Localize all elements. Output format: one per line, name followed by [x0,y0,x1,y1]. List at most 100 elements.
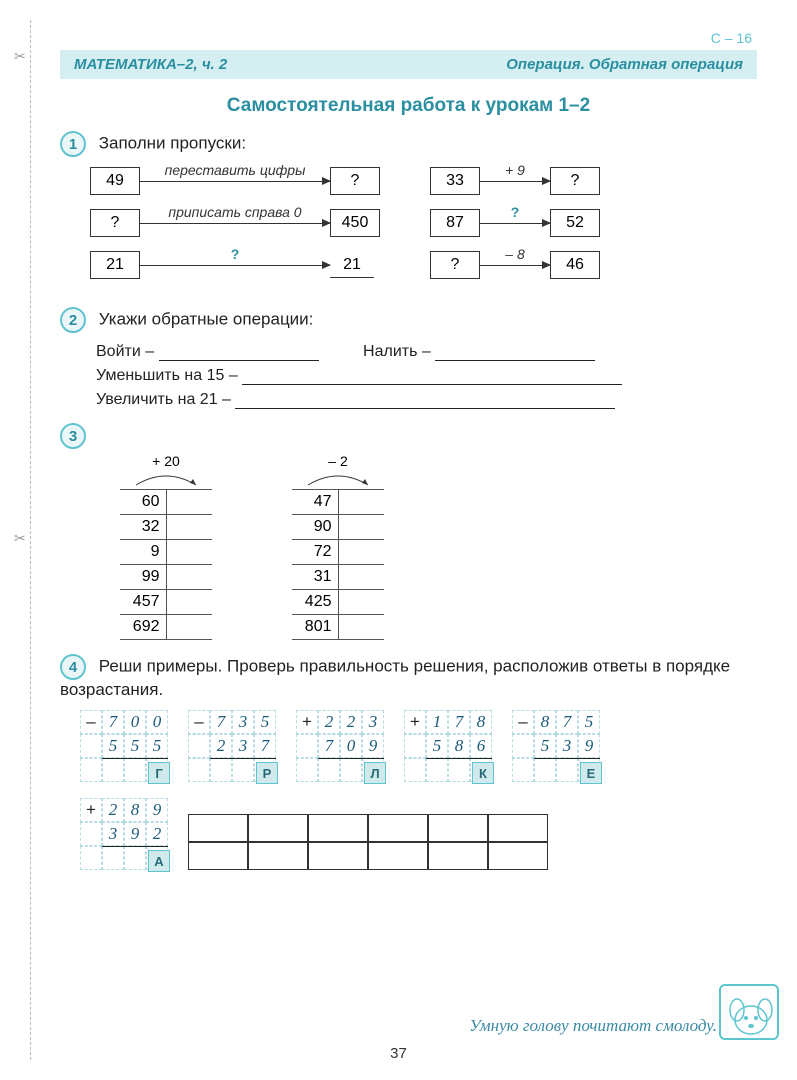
digit: 0 [146,710,168,734]
table-cell[interactable] [166,615,212,640]
value-box[interactable]: ? [90,209,140,237]
digit: 7 [102,710,124,734]
answer-cell[interactable] [448,758,470,782]
value-box[interactable]: 87 [430,209,480,237]
arrow-row: 49 переставить цифры ? [90,167,380,195]
answer-cell[interactable] [188,758,210,782]
column-problem: +289392 А [80,798,168,870]
answer-cell[interactable] [80,846,102,870]
label: Налить – [363,343,431,360]
value-box[interactable]: 46 [550,251,600,279]
blank-line[interactable] [242,369,622,385]
page-title: Самостоятельная работа к урокам 1–2 [60,95,757,117]
digit: 9 [362,734,384,758]
digit: 2 [102,798,124,822]
digit: 7 [448,710,470,734]
digit: 7 [556,710,578,734]
column-problem: +178586 К [404,710,492,782]
arrow-icon: переставить цифры [140,181,330,182]
sign: + [80,798,102,822]
table-cell[interactable] [166,515,212,540]
arrow-icon: – 8 [480,265,550,266]
digit: 6 [470,734,492,758]
table-cell[interactable] [166,565,212,590]
task-2: 2 Укажи обратные операции: Войти – Налит… [60,307,757,409]
digit: 8 [124,798,146,822]
arrow-label: – 8 [505,246,524,262]
answer-cell[interactable] [124,846,146,870]
blank-line[interactable] [235,393,615,409]
table-cell: 32 [120,515,166,540]
calc-column: – 2 47907231425801 [292,453,384,640]
blank-line[interactable] [159,345,319,361]
table-cell: 31 [292,565,338,590]
answer-cell[interactable] [80,758,102,782]
answer-grid[interactable] [188,814,548,870]
table-cell[interactable] [166,540,212,565]
task-prompt: Реши примеры. Проверь правильность решен… [60,656,730,699]
digit: 2 [210,734,232,758]
answer-cell[interactable] [512,758,534,782]
value-box[interactable]: ? [330,167,380,195]
value-box[interactable]: 21 [330,252,374,278]
value-box[interactable]: 49 [90,167,140,195]
task-number: 3 [60,423,86,449]
digit: 3 [362,710,384,734]
digit: 5 [146,734,168,758]
value-box[interactable]: ? [430,251,480,279]
value-box[interactable]: 33 [430,167,480,195]
table-cell[interactable] [338,615,384,640]
answer-cell[interactable] [318,758,340,782]
table-cell: 60 [120,490,166,515]
digit: 5 [124,734,146,758]
binding-edge [30,20,31,1060]
value-box[interactable]: ? [550,167,600,195]
blank-line[interactable] [435,345,595,361]
arrow-row: 33 + 9 ? [430,167,600,195]
arrow-row: ? приписать справа 0 450 [90,209,380,237]
sign: + [296,710,318,734]
rule-line [102,758,168,759]
digit: 9 [146,798,168,822]
table-cell[interactable] [338,565,384,590]
arrow-row: ? – 8 46 [430,251,600,279]
answer-cell[interactable] [340,758,362,782]
answer-cell[interactable] [102,758,124,782]
arrows-left: 49 переставить цифры ? ? приписать справ… [90,167,380,293]
answer-cell[interactable] [102,846,124,870]
table-cell[interactable] [338,490,384,515]
table-cell[interactable] [166,590,212,615]
arrow-label: + 9 [505,162,525,178]
digit: 5 [254,710,276,734]
answer-cell[interactable] [534,758,556,782]
answer-cell[interactable] [232,758,254,782]
column-problem: –875539 Е [512,710,600,782]
answer-cell[interactable] [556,758,578,782]
answer-cell[interactable] [124,758,146,782]
digit: 1 [426,710,448,734]
table-cell[interactable] [338,515,384,540]
digit: 8 [470,710,492,734]
table-cell[interactable] [338,540,384,565]
table-cell[interactable] [166,490,212,515]
value-box[interactable]: 52 [550,209,600,237]
digit: 2 [318,710,340,734]
answer-cell[interactable] [296,758,318,782]
value-box[interactable]: 21 [90,251,140,279]
page-code: С – 16 [711,30,752,46]
digit: 7 [254,734,276,758]
answer-cell[interactable] [210,758,232,782]
letter-tag: Г [148,762,170,784]
table-cell[interactable] [338,590,384,615]
answer-cell[interactable] [404,758,426,782]
value-box[interactable]: 450 [330,209,380,237]
scissor-icon: ✂ [14,530,26,547]
answer-cell[interactable] [426,758,448,782]
digit: 5 [102,734,124,758]
digit: 9 [578,734,600,758]
header-bar: МАТЕМАТИКА–2, ч. 2 Операция. Обратная оп… [60,50,757,79]
task-1: 1 Заполни пропуски: 49 переставить цифры… [60,131,757,293]
sign: – [188,710,210,734]
label: Уменьшить на 15 – [96,367,238,384]
column-problem: +223709 Л [296,710,384,782]
